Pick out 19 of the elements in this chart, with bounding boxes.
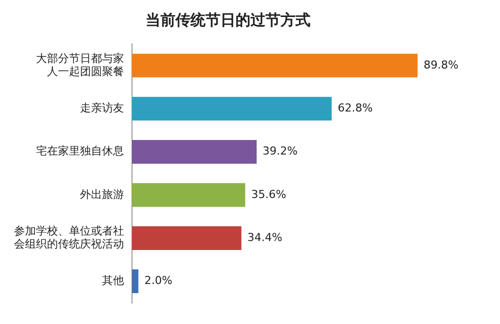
y-tick-label: 宅在家里独自休息 [36, 144, 124, 158]
bar [132, 183, 246, 207]
data-label: 39.2% [262, 144, 298, 158]
bar [132, 96, 332, 121]
bar [132, 226, 242, 250]
chart-title: 当前传统节日的过节方式 [146, 10, 310, 29]
y-tick-label: 参加学校、单位或者社会组织的传统庆祝活动 [14, 224, 124, 251]
bar [132, 269, 138, 294]
data-label: 2.0% [144, 274, 172, 288]
y-tick-label: 走亲访友 [80, 102, 124, 115]
data-label: 34.4% [247, 230, 282, 244]
y-tick-label: 大部分节日都与家人一起团圆聚餐 [36, 52, 124, 78]
bar [132, 140, 257, 164]
y-tick-label: 外出旅游 [80, 188, 124, 201]
bar [132, 54, 418, 78]
y-tick-label: 其他 [102, 274, 124, 288]
data-label: 89.8% [424, 58, 459, 72]
data-label: 62.8% [338, 102, 373, 115]
data-label: 35.6% [251, 188, 286, 201]
